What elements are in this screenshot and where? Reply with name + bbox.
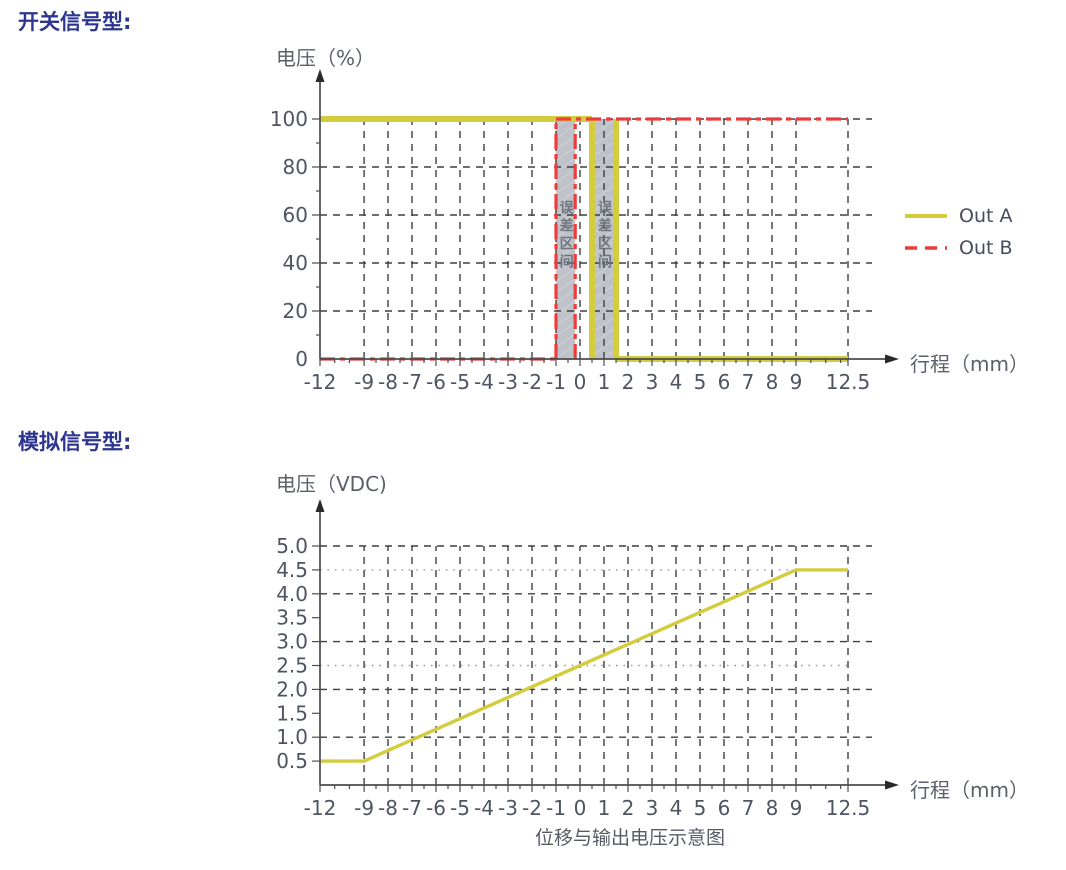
error-band-label-out-b: 误差区间	[557, 200, 574, 272]
error-band-label-out-a: 误差区间	[596, 200, 612, 272]
y-tick-label: 40	[283, 251, 308, 275]
y-tick-label: 4.0	[276, 582, 308, 606]
y-tick-label: 2.0	[276, 677, 308, 701]
legend-item-out-b: Out B	[903, 236, 1013, 259]
x-tick-label: 1	[598, 370, 611, 394]
y-tick-label: 80	[283, 155, 308, 179]
y-axis-arrow	[315, 499, 325, 512]
x-tick-label: -3	[498, 796, 518, 820]
y-tick-label: 0	[295, 347, 308, 371]
y-tick-label: 3.5	[276, 606, 308, 630]
x-tick-label: -5	[450, 370, 470, 394]
section-title-analog-signal: 模拟信号型:	[18, 430, 132, 454]
x-tick-label: -9	[354, 796, 374, 820]
x-tick-label: 9	[790, 796, 803, 820]
x-tick-label: 3	[646, 796, 659, 820]
x-tick-label: -1	[546, 796, 566, 820]
y-tick-label: 1.0	[276, 725, 308, 749]
x-tick-label: -2	[522, 370, 542, 394]
x-tick-label: 0	[574, 370, 587, 394]
x-tick-label: -4	[474, 370, 494, 394]
x-tick-label: -5	[450, 796, 470, 820]
legend-label-out-b: Out B	[959, 236, 1013, 259]
out-b-line-sample-icon	[905, 245, 947, 250]
y-tick-label: 1.5	[276, 701, 308, 725]
y-tick-label: 3.0	[276, 630, 308, 654]
figure-caption: 位移与输出电压示意图	[534, 827, 725, 849]
error-band	[556, 119, 576, 359]
x-axis-arrow	[885, 354, 899, 364]
x-tick-label: 3	[646, 370, 659, 394]
x-tick-label: 4	[670, 796, 683, 820]
y-tick-label: 5.0	[276, 534, 308, 558]
x-tick-label: 5	[694, 796, 707, 820]
chart2-x-axis-title: 行程（mm）	[910, 778, 1029, 802]
x-tick-label: 4	[670, 370, 683, 394]
y-axis-arrow	[315, 69, 325, 82]
x-tick-label: -6	[426, 796, 446, 820]
x-tick-label: -9	[354, 370, 374, 394]
chart1-x-axis-title: 行程（mm）	[910, 352, 1029, 376]
x-tick-label: 8	[766, 370, 779, 394]
x-tick-label: -6	[426, 370, 446, 394]
y-tick-label: 0.5	[276, 749, 308, 773]
y-tick-label: 100	[270, 107, 308, 131]
x-tick-label: -8	[378, 370, 398, 394]
x-tick-label: -3	[498, 370, 518, 394]
x-tick-label: 9	[790, 370, 803, 394]
x-tick-label: 8	[766, 796, 779, 820]
x-tick-label: 5	[694, 370, 707, 394]
chart2-y-axis-title: 电压（VDC)	[276, 472, 387, 496]
chart1-y-axis-title: 电压（%）	[276, 46, 376, 70]
x-tick-label: 2	[622, 796, 635, 820]
chart1-legend: Out A Out B	[903, 204, 1013, 259]
x-tick-label: 12.5	[826, 370, 871, 394]
x-tick-label: -12	[304, 370, 337, 394]
x-tick-label: -2	[522, 796, 542, 820]
x-tick-label: -7	[402, 370, 422, 394]
x-tick-label: 7	[742, 370, 755, 394]
x-tick-label: 1	[598, 796, 611, 820]
x-tick-label: 2	[622, 370, 635, 394]
legend-item-out-a: Out A	[903, 204, 1013, 227]
y-tick-label: 4.5	[276, 558, 308, 582]
x-tick-label: 6	[718, 796, 731, 820]
x-tick-label: -1	[546, 370, 566, 394]
x-tick-label: 6	[718, 370, 731, 394]
x-tick-label: -12	[304, 796, 337, 820]
x-tick-label: -7	[402, 796, 422, 820]
series-输出电压	[320, 568, 848, 763]
x-tick-label: 12.5	[826, 796, 871, 820]
legend-label-out-a: Out A	[959, 204, 1013, 227]
x-tick-label: 7	[742, 796, 755, 820]
y-tick-label: 60	[283, 203, 308, 227]
x-tick-label: -8	[378, 796, 398, 820]
x-tick-label: -4	[474, 796, 494, 820]
x-tick-label: 0	[574, 796, 587, 820]
y-tick-label: 20	[283, 299, 308, 323]
y-tick-label: 2.5	[276, 654, 308, 678]
out-a-line-sample-icon	[905, 213, 947, 218]
x-axis-arrow	[885, 780, 899, 790]
section-title-switch-signal: 开关信号型:	[18, 10, 132, 34]
